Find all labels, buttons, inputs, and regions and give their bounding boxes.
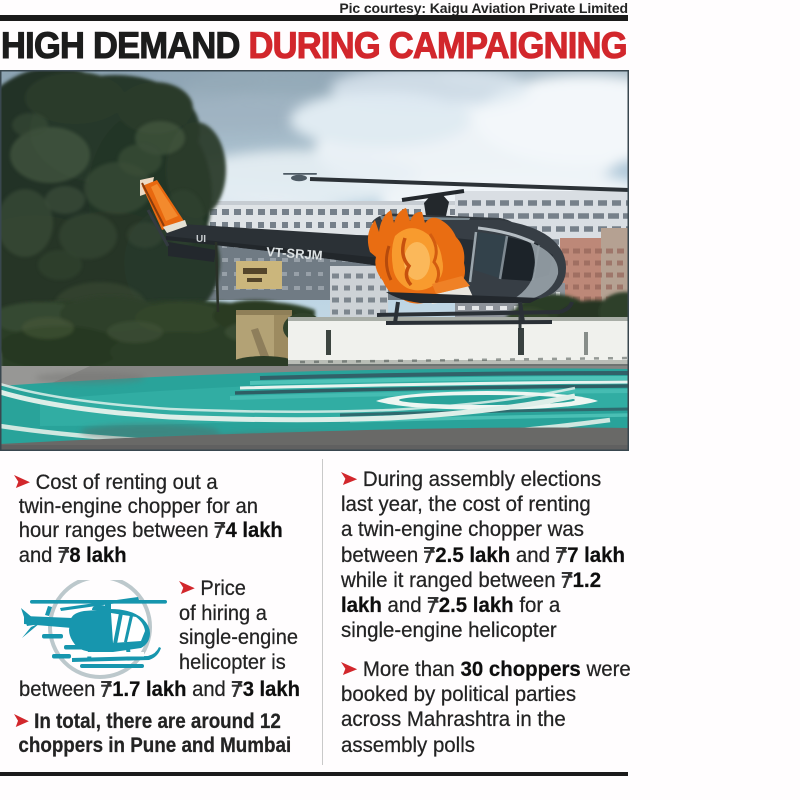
svg-text:VT-SRJM: VT-SRJM (266, 244, 323, 263)
svg-text:UI: UI (196, 234, 206, 245)
